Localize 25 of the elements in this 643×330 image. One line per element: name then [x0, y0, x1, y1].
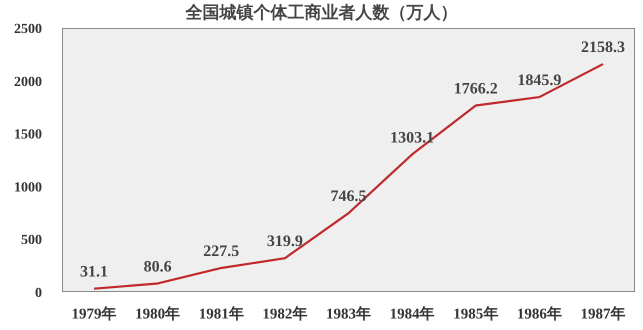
y-tick-label: 1500 [14, 128, 42, 143]
x-tick-label: 1986年 [516, 306, 562, 323]
data-label: 80.6 [144, 258, 172, 276]
data-label: 1303.1 [390, 129, 434, 146]
x-tick-label: 1984年 [390, 306, 435, 323]
data-label: 1845.9 [517, 72, 562, 90]
data-label: 1766.2 [454, 80, 498, 98]
x-tick-label: 1982年 [262, 306, 308, 323]
x-tick-label: 1980年 [135, 306, 180, 323]
x-tick-label: 1979年 [72, 306, 116, 323]
y-tick-label: 1000 [14, 180, 42, 196]
chart-title: 全国城镇个体工商业者人数（万人） [186, 3, 458, 22]
y-tick-label: 2000 [14, 74, 42, 90]
data-label: 227.5 [203, 242, 240, 260]
y-tick-label: 2500 [14, 22, 42, 37]
x-tick-label: 1983年 [326, 306, 371, 323]
data-label: 746.5 [330, 188, 366, 206]
data-label: 319.9 [266, 233, 303, 250]
data-label: 31.1 [80, 264, 108, 281]
x-tick-label: 1985年 [453, 306, 498, 323]
y-tick-label: 500 [21, 233, 42, 248]
data-label: 2158.3 [581, 39, 625, 56]
x-tick-label: 1987年 [580, 306, 626, 323]
y-tick-label: 0 [35, 286, 42, 301]
x-tick-label: 1981年 [198, 306, 244, 323]
